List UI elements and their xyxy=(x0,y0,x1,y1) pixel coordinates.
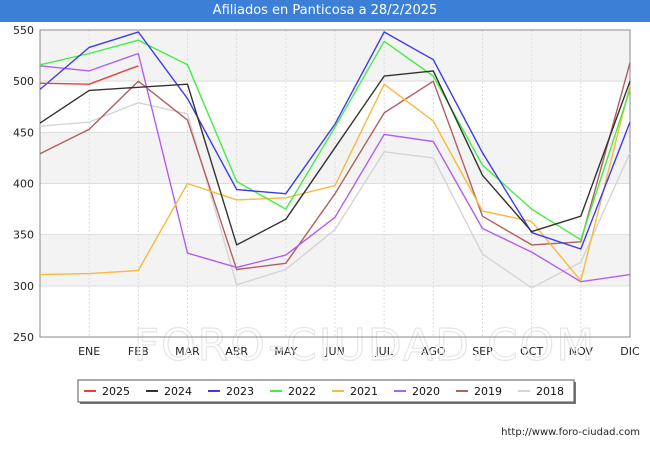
series-line-2025 xyxy=(39,65,139,85)
legend-label-2023: 2023 xyxy=(226,385,254,398)
series-line-2020 xyxy=(39,52,631,283)
legend-label-2018: 2018 xyxy=(536,385,564,398)
x-tick-label: JUN xyxy=(324,345,345,358)
source-url[interactable]: http://www.foro-ciudad.com xyxy=(501,427,640,438)
legend-label-2025: 2025 xyxy=(102,385,130,398)
legend-label-2021: 2021 xyxy=(350,385,378,398)
x-tick-label: MAY xyxy=(274,345,297,358)
x-tick-label: OCT xyxy=(520,345,543,358)
y-tick-label: 250 xyxy=(13,331,34,344)
legend-label-2020: 2020 xyxy=(412,385,440,398)
x-tick-label: MAR xyxy=(175,345,200,358)
x-tick-label: AGO xyxy=(421,345,446,358)
legend-box xyxy=(77,379,575,403)
x-tick-label: DIC xyxy=(620,345,640,358)
y-tick-label: 300 xyxy=(13,280,34,293)
legend-label-2019: 2019 xyxy=(474,385,502,398)
y-tick-label: 500 xyxy=(13,75,34,88)
chart-title: Afiliados en Panticosa a 28/2/2025 xyxy=(0,0,650,22)
x-tick-label: SEP xyxy=(472,345,493,358)
series-line-2024 xyxy=(39,70,631,246)
x-tick-label: FEB xyxy=(128,345,149,358)
y-tick-label: 350 xyxy=(13,229,34,242)
legend-label-2024: 2024 xyxy=(164,385,192,398)
series-line-2018 xyxy=(39,102,631,289)
x-tick-label: NOV xyxy=(569,345,594,358)
series-line-2021 xyxy=(39,83,631,282)
series-line-2023 xyxy=(39,31,631,250)
plot-border xyxy=(39,29,631,338)
legend-label-2022: 2022 xyxy=(288,385,316,398)
series-line-2022 xyxy=(39,39,631,241)
series-line-2019 xyxy=(39,62,631,271)
x-tick-label: ABR xyxy=(225,345,248,358)
x-tick-label: JUL xyxy=(374,345,393,358)
x-tick-label: ENE xyxy=(78,345,100,358)
y-tick-label: 400 xyxy=(13,178,34,191)
watermark-text: FORO-CIUDAD.COM xyxy=(134,320,597,371)
y-tick-label: 450 xyxy=(13,126,34,139)
y-tick-label: 550 xyxy=(13,24,34,37)
